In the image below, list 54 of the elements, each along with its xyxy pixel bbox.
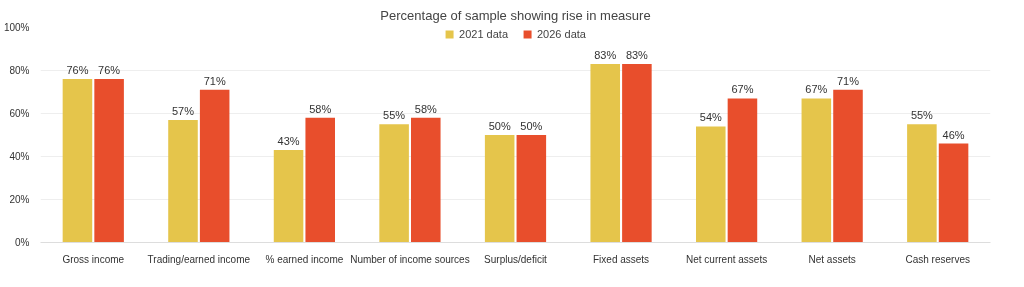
data-label: 54% (699, 111, 723, 124)
data-label: 67% (805, 83, 828, 96)
data-label: 71% (836, 74, 860, 87)
bar (199, 89, 230, 243)
bar (801, 98, 832, 243)
bar (516, 135, 547, 243)
bar (938, 143, 969, 243)
y-tick-label: 40% (9, 151, 30, 162)
data-label: 43% (277, 135, 300, 148)
x-tick-label: Fixed assets (592, 253, 650, 265)
y-tick-label: 60% (9, 108, 30, 119)
y-tick-label: 100% (3, 22, 30, 33)
data-label: 58% (414, 102, 438, 115)
x-tick-label: % earned income (265, 253, 344, 265)
x-tick-label: Trading/earned income (147, 253, 251, 265)
data-label: 55% (910, 109, 934, 122)
data-label: 83% (594, 49, 617, 62)
x-tick-label: Gross income (62, 253, 125, 265)
bar (622, 64, 652, 243)
bar (696, 126, 726, 243)
bar (94, 79, 124, 243)
data-label: 46% (942, 128, 965, 141)
data-label: 55% (383, 109, 406, 122)
data-label: 67% (731, 83, 754, 96)
x-tick-label: Net assets (808, 253, 856, 265)
x-tick-label: Surplus/deficit (484, 253, 548, 265)
bar (273, 150, 304, 243)
data-label: 57% (171, 104, 195, 117)
bar (833, 89, 863, 243)
legend-label: 2026 data (537, 28, 586, 40)
y-tick-label: 20% (9, 194, 30, 205)
y-tick-label: 0% (15, 237, 30, 248)
bar (168, 119, 198, 243)
legend-label: 2021 data (459, 28, 508, 40)
bar (411, 117, 441, 243)
bar (484, 135, 515, 243)
chart-title: Percentage of sample showing rise in measure (380, 7, 651, 23)
bar (305, 117, 335, 243)
bar (907, 124, 937, 243)
data-label: 50% (488, 120, 511, 132)
x-tick-label: Cash reserves (905, 253, 970, 265)
bar (379, 124, 409, 243)
data-label: 71% (203, 74, 226, 87)
y-tick-label: 80% (9, 65, 30, 76)
data-label: 58% (309, 102, 332, 115)
data-label: 76% (66, 64, 89, 77)
x-tick-label: Number of income sources (350, 253, 470, 265)
data-label: 83% (625, 49, 649, 62)
bar (62, 79, 93, 243)
data-label: 50% (520, 120, 543, 132)
bar (590, 64, 620, 243)
data-label: 76% (98, 64, 121, 77)
bar (727, 98, 758, 243)
x-tick-label: Net current assets (686, 253, 768, 265)
